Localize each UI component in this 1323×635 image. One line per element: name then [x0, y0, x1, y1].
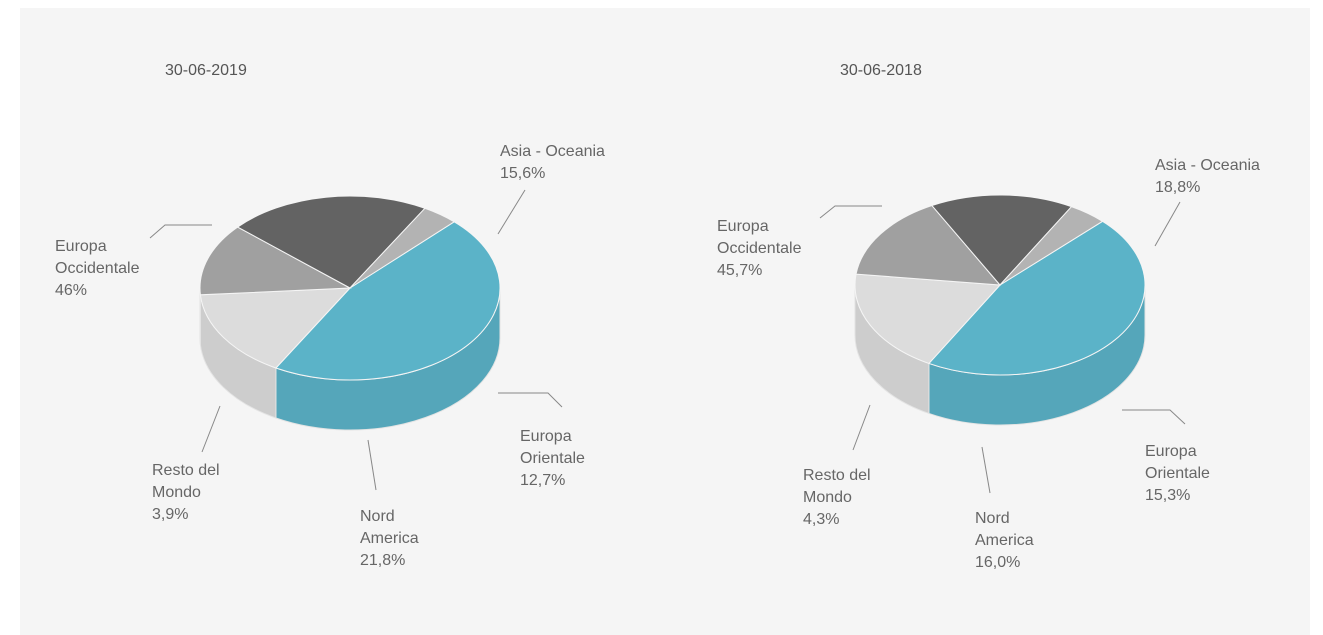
value-label: 4,3% — [803, 511, 840, 528]
slice-label: Nord America 21,8% — [360, 506, 440, 572]
pie-slice — [931, 194, 1073, 286]
category-label: Europa Orientale — [1145, 443, 1210, 482]
leader-line — [981, 446, 991, 494]
leader-line — [498, 392, 563, 408]
pie-slice — [349, 207, 456, 289]
value-label: 16,0% — [975, 554, 1021, 571]
slice-label: Asia - Oceania 18,8% — [1155, 155, 1295, 199]
slice-label: Resto del Mondo 3,9% — [152, 460, 242, 526]
chart-title: 30-06-2018 — [840, 62, 922, 79]
leader-line — [149, 224, 212, 239]
slice-label: Europa Orientale 12,7% — [520, 426, 620, 492]
category-label: Asia - Oceania — [500, 143, 605, 160]
value-label: 15,3% — [1145, 487, 1191, 504]
leader-line — [201, 405, 221, 453]
category-label: Nord America — [360, 508, 419, 547]
slice-label: Europa Occidentale 45,7% — [717, 216, 817, 282]
slice-label: Asia - Oceania 15,6% — [500, 141, 640, 185]
slice-label: Europa Orientale 15,3% — [1145, 441, 1245, 507]
leader-line — [497, 189, 526, 235]
value-label: 15,6% — [500, 165, 546, 182]
value-label: 45,7% — [717, 262, 763, 279]
pie-slice — [855, 204, 1002, 286]
category-label: Nord America — [975, 510, 1034, 549]
leader-line — [367, 439, 377, 491]
category-label: Europa Orientale — [520, 428, 585, 467]
category-label: Resto del Mondo — [152, 462, 220, 501]
value-label: 3,9% — [152, 506, 189, 523]
slice-label: Nord America 16,0% — [975, 508, 1055, 574]
pie-slice — [199, 226, 352, 296]
pie-slice — [236, 195, 426, 289]
pie-slice — [199, 287, 352, 369]
leader-line — [1122, 409, 1186, 425]
value-label: 18,8% — [1155, 179, 1201, 196]
slice-label: Europa Occidentale 46% — [55, 236, 155, 302]
pie-slice — [999, 206, 1104, 286]
chart-title: 30-06-2019 — [165, 62, 247, 79]
leader-line — [852, 404, 871, 451]
category-label: Europa Occidentale — [55, 238, 140, 277]
value-label: 12,7% — [520, 472, 566, 489]
pie-slice — [854, 273, 1002, 365]
slice-label: Resto del Mondo 4,3% — [803, 465, 893, 531]
category-label: Resto del Mondo — [803, 467, 871, 506]
value-label: 21,8% — [360, 552, 406, 569]
value-label: 46% — [55, 282, 88, 299]
category-label: Asia - Oceania — [1155, 157, 1260, 174]
leader-line — [1154, 201, 1181, 247]
pie-slice — [928, 220, 1146, 376]
category-label: Europa Occidentale — [717, 218, 802, 257]
leader-line — [819, 205, 882, 219]
pie-slice — [275, 221, 501, 381]
